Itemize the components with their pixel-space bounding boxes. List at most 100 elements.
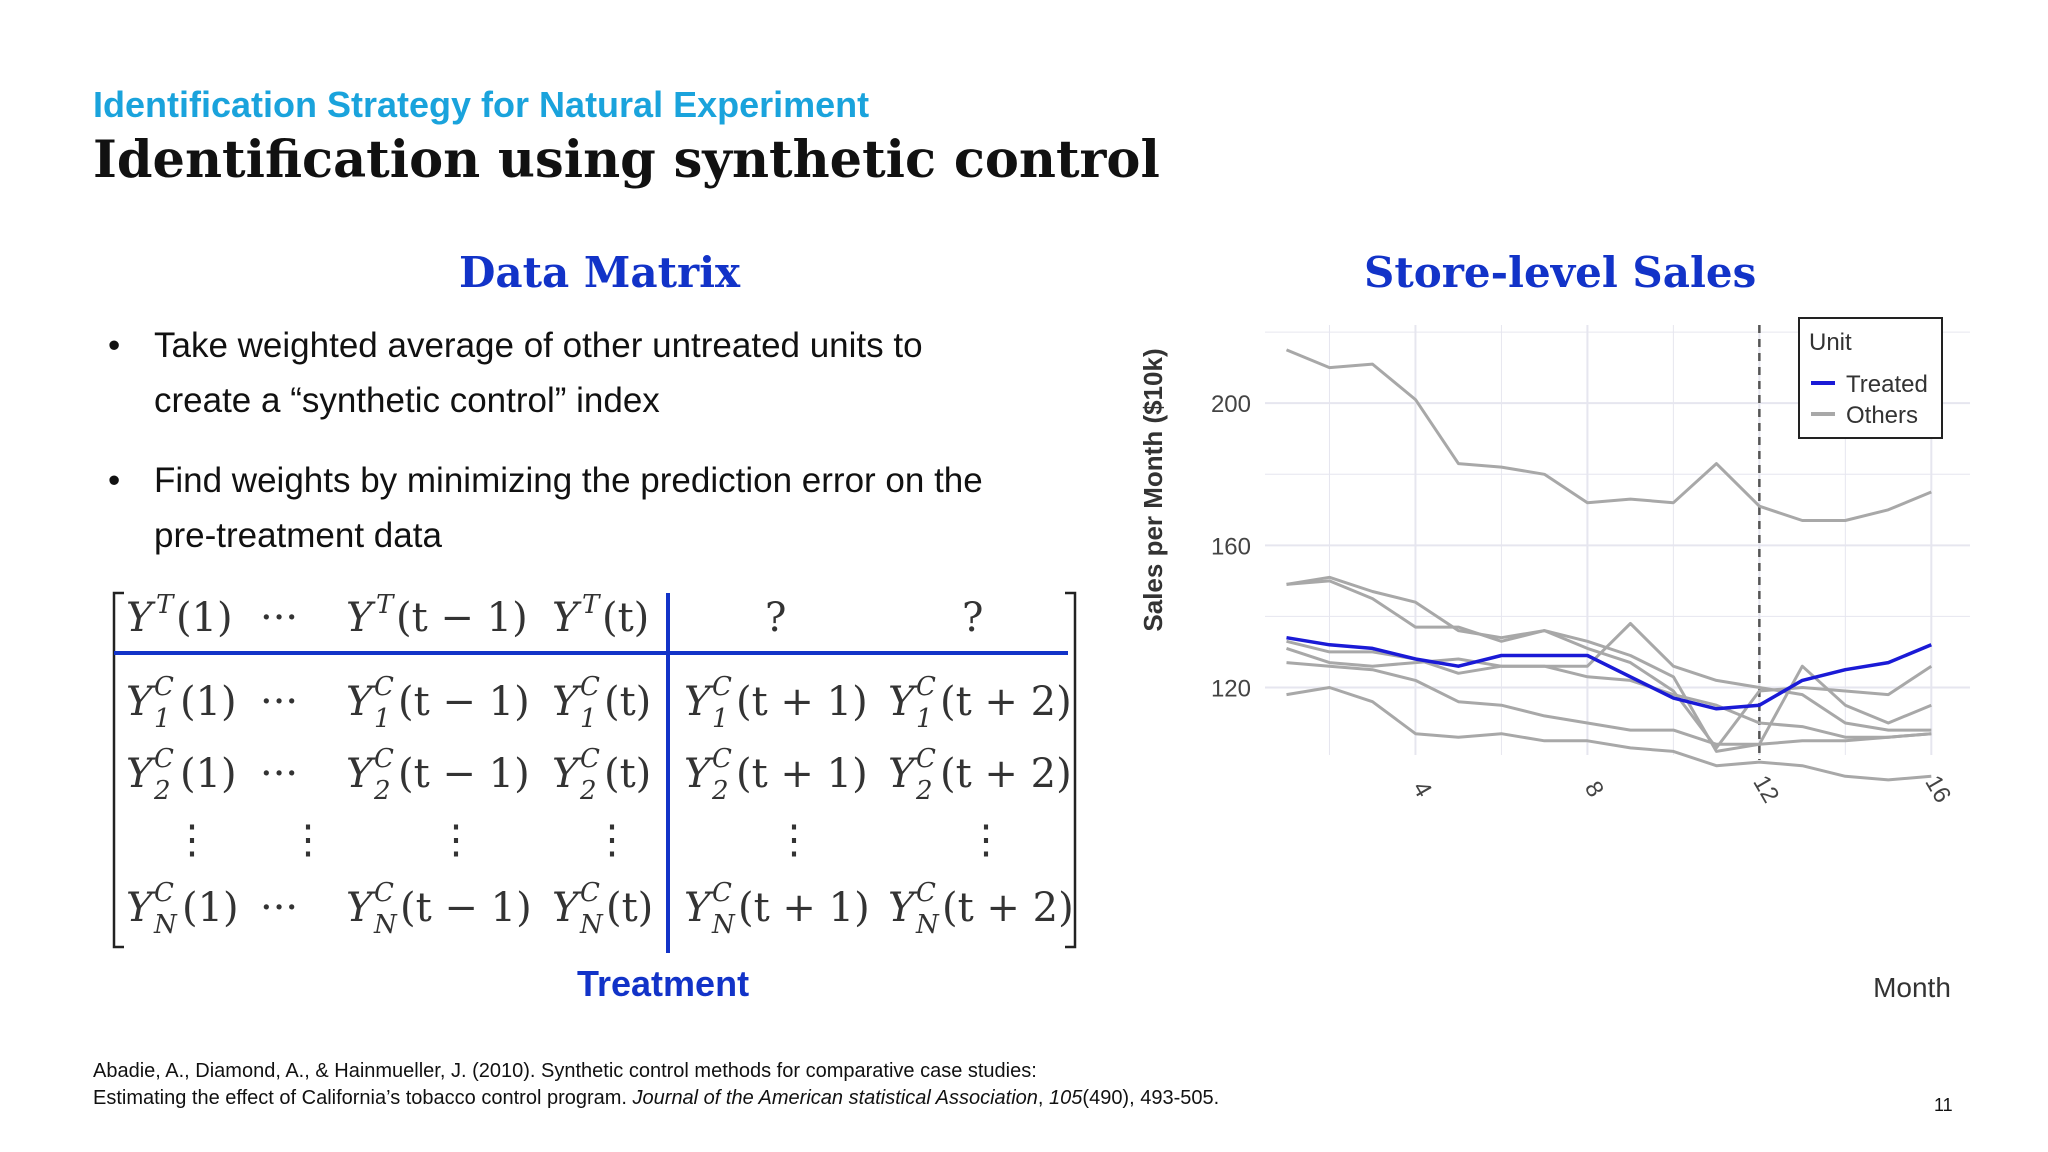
matrix-arg: (t) bbox=[602, 595, 649, 641]
matrix-y: Y bbox=[552, 751, 582, 797]
bullet-line: Take weighted average of other untreated… bbox=[154, 326, 923, 365]
page-number: 11 bbox=[1934, 1095, 1953, 1115]
matrix-sub: N bbox=[915, 910, 940, 940]
matrix-right-bracket bbox=[1065, 591, 1077, 949]
matrix-sup: C bbox=[580, 744, 600, 774]
matrix-y: Y bbox=[684, 885, 714, 931]
matrix-sup: C bbox=[154, 878, 174, 908]
reference-line-2: Estimating the effect of California’s to… bbox=[93, 1087, 1219, 1110]
chart-legend: Unit Treated Others bbox=[1798, 317, 1943, 439]
matrix-sup: T bbox=[582, 590, 601, 620]
store-sales-heading: Store-level Sales bbox=[1364, 248, 1757, 297]
matrix-arg: (t − 1) bbox=[398, 679, 530, 725]
matrix-sup: C bbox=[374, 878, 394, 908]
matrix-y: Y bbox=[346, 595, 376, 641]
matrix-sup: C bbox=[916, 672, 936, 702]
matrix-y: Y bbox=[126, 679, 156, 725]
legend-box bbox=[1798, 317, 1943, 439]
matrix-control-row-2: Y C 2 (1) ··· Y C 2 (t − 1) Y C 2 (t) Y … bbox=[126, 744, 1072, 806]
legend-label-others: Others bbox=[1846, 402, 1918, 429]
bullet-line: pre-treatment data bbox=[154, 516, 442, 555]
matrix-left-bracket bbox=[112, 591, 124, 949]
matrix-treated-row: Y T (1) ··· Y T (t − 1) Y T (t) ? ? bbox=[126, 590, 983, 641]
matrix-arg: (t + 1) bbox=[736, 679, 868, 725]
matrix-y: Y bbox=[552, 885, 582, 931]
matrix-hdots: ··· bbox=[260, 595, 298, 641]
matrix-sub: N bbox=[373, 910, 398, 940]
y-tick-label: 120 bbox=[1211, 675, 1251, 702]
matrix-arg: (1) bbox=[180, 751, 237, 797]
data-matrix-heading: Data Matrix bbox=[459, 248, 741, 297]
legend-label-treated: Treated bbox=[1846, 371, 1928, 398]
matrix-sub: 1 bbox=[154, 704, 171, 734]
bullet-marker: • bbox=[108, 461, 121, 500]
matrix-sub: 2 bbox=[373, 776, 391, 806]
matrix-vdots: ⋮ bbox=[966, 817, 1006, 863]
matrix-sub: 1 bbox=[916, 704, 933, 734]
matrix-unknown: ? bbox=[765, 595, 786, 641]
reference-journal: Journal of the American statistical Asso… bbox=[632, 1087, 1038, 1109]
matrix-arg: (t) bbox=[604, 679, 651, 725]
matrix-arg: (t − 1) bbox=[398, 751, 530, 797]
matrix-y: Y bbox=[346, 885, 376, 931]
matrix-y: Y bbox=[552, 595, 582, 641]
matrix-arg: (t + 1) bbox=[738, 885, 870, 931]
matrix-sub: N bbox=[153, 910, 178, 940]
matrix-sub: 2 bbox=[579, 776, 597, 806]
series-line-others bbox=[1286, 686, 1932, 782]
matrix-y: Y bbox=[346, 679, 376, 725]
matrix-vdots: ⋮ bbox=[172, 817, 212, 863]
bullet-line: Find weights by minimizing the predictio… bbox=[154, 461, 983, 500]
matrix-hdots: ··· bbox=[260, 751, 298, 797]
bullet-item: • Take weighted average of other untreat… bbox=[108, 318, 1098, 428]
section-subtitle: Identification Strategy for Natural Expe… bbox=[93, 84, 870, 125]
matrix-arg: (t − 1) bbox=[396, 595, 528, 641]
matrix-arg: (t + 2) bbox=[940, 751, 1072, 797]
series-line-others bbox=[1286, 661, 1932, 746]
matrix-sub: 1 bbox=[712, 704, 729, 734]
x-tick-label: 4 bbox=[1407, 777, 1437, 802]
matrix-sup: C bbox=[154, 744, 174, 774]
reference-text: Estimating the effect of California’s to… bbox=[93, 1087, 633, 1109]
matrix-y: Y bbox=[126, 751, 156, 797]
series-line-treated bbox=[1286, 635, 1932, 711]
y-tick-label: 200 bbox=[1211, 391, 1251, 418]
reference-line-1: Abadie, A., Diamond, A., & Hainmueller, … bbox=[93, 1060, 1037, 1082]
x-tick-label: 8 bbox=[1579, 777, 1609, 802]
matrix-vdots: ⋮ bbox=[592, 817, 632, 863]
matrix-arg: (1) bbox=[180, 679, 237, 725]
matrix-sup: C bbox=[916, 878, 936, 908]
matrix-sup: C bbox=[580, 672, 600, 702]
treatment-label: Treatment bbox=[577, 963, 750, 1004]
y-axis-label: Sales per Month ($10k) bbox=[1138, 348, 1168, 631]
bullet-line: create a “synthetic control” index bbox=[154, 381, 660, 420]
matrix-sup: C bbox=[374, 672, 394, 702]
matrix-arg: (t) bbox=[604, 751, 651, 797]
matrix-y: Y bbox=[552, 679, 582, 725]
matrix-y: Y bbox=[684, 751, 714, 797]
matrix-control-row-n: Y C N (1) ··· Y C N (t − 1) Y C N (t) Y … bbox=[126, 878, 1074, 940]
matrix-vdots-row: ⋮ ⋮ ⋮ ⋮ ⋮ ⋮ bbox=[172, 817, 1006, 863]
matrix-y: Y bbox=[888, 679, 918, 725]
matrix-sub: N bbox=[711, 910, 736, 940]
series-line-others bbox=[1286, 622, 1932, 732]
matrix-arg: (1) bbox=[182, 885, 239, 931]
matrix-sub: 2 bbox=[711, 776, 729, 806]
matrix-sup: C bbox=[580, 878, 600, 908]
series-line-others bbox=[1286, 579, 1932, 753]
matrix-sub: N bbox=[579, 910, 604, 940]
matrix-hdots: ··· bbox=[260, 885, 298, 931]
slide-title: Identification using synthetic control bbox=[93, 130, 1160, 190]
matrix-vdots: ⋮ bbox=[774, 817, 814, 863]
x-axis-label: Month bbox=[1873, 972, 1951, 1003]
bullet-item: • Find weights by minimizing the predict… bbox=[108, 453, 1098, 563]
matrix-y: Y bbox=[126, 885, 156, 931]
series-line-others bbox=[1286, 646, 1932, 739]
matrix-arg: (t − 1) bbox=[400, 885, 532, 931]
matrix-arg: (t + 1) bbox=[736, 751, 868, 797]
chart-series bbox=[1285, 348, 1933, 782]
matrix-y: Y bbox=[346, 751, 376, 797]
reference-separator: , bbox=[1037, 1087, 1050, 1109]
matrix-unknown: ? bbox=[962, 595, 983, 641]
